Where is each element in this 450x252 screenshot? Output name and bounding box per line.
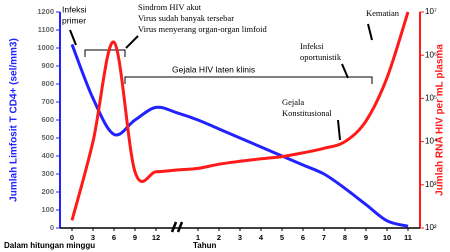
y-tick-label: 800 (41, 79, 54, 88)
y2-tick-label: 10³ (425, 180, 437, 189)
x-tick-label: 1 (196, 233, 200, 242)
y2-axis-label: Jumlah RNA HIV per mL plasma (435, 44, 446, 196)
axis-break (170, 221, 184, 233)
x-tick-label: 10 (383, 233, 391, 242)
y-tick-label: 600 (41, 115, 54, 124)
y2-tick-label: 10⁵ (425, 94, 437, 103)
annotation-shapes (69, 23, 373, 141)
y-tick-label: 500 (41, 133, 54, 142)
annotation: oportunistik (300, 52, 342, 62)
x-axis-label: Dalam hitungan minggu (4, 241, 95, 250)
y2-tick-label: 10² (425, 223, 437, 232)
y-tick-label: 100 (41, 205, 54, 214)
x-tick-label: 8 (343, 233, 347, 242)
y2-tick-label: 10⁴ (425, 137, 438, 146)
x-tick-label: 12 (152, 233, 160, 242)
x-tick-label: 9 (364, 233, 368, 242)
y-tick-label: 300 (41, 169, 54, 178)
x-tick-label: 6 (301, 233, 305, 242)
y2-tick-label: 10⁶ (425, 50, 437, 59)
y-tick-label: 200 (41, 187, 54, 196)
y-tick-label: 1200 (37, 7, 54, 16)
y-tick-label: 900 (41, 61, 54, 70)
annotation: Konstitusional (282, 108, 332, 118)
x-tick-label: 0 (70, 233, 74, 242)
y2-tick-label: 10⁷ (425, 7, 437, 16)
x-tick-label: 5 (280, 233, 284, 242)
x-tick-label: 3 (91, 233, 95, 242)
annotation: Infeksi (62, 4, 87, 14)
y-tick-label: 400 (41, 151, 54, 160)
x-tick-label: 3 (238, 233, 242, 242)
x-tick-label: 11 (404, 233, 412, 242)
annotation: Kematian (366, 8, 400, 18)
annotation: Infeksi (300, 41, 324, 51)
y-tick-label: 1000 (37, 43, 54, 52)
annotation: Gejala HIV laten klinis (172, 64, 255, 74)
annotation: Virus sudah banyak tersebar (138, 13, 234, 23)
y-tick-label: 0 (50, 223, 54, 232)
x-tick-label: 6 (112, 233, 116, 242)
annotation: Gejala (282, 97, 304, 107)
y-tick-label: 700 (41, 97, 54, 106)
y-tick-label: 1100 (38, 25, 54, 34)
x-tick-label: 9 (133, 233, 137, 242)
x-tick-label: 7 (322, 233, 326, 242)
series-line (70, 11, 410, 221)
x-axis-label: Tahun (193, 241, 217, 250)
annotation: primer (62, 15, 86, 25)
annotation: Sindrom HIV akut (138, 2, 202, 12)
x-tick-label: 4 (259, 233, 264, 242)
x-tick-label: 2 (217, 233, 221, 242)
annotation: Virus menyerang organ-organ limfoid (138, 24, 268, 34)
y-axis-label: Jumlah Limfosit T CD4+ (sel/mm3) (9, 38, 20, 202)
